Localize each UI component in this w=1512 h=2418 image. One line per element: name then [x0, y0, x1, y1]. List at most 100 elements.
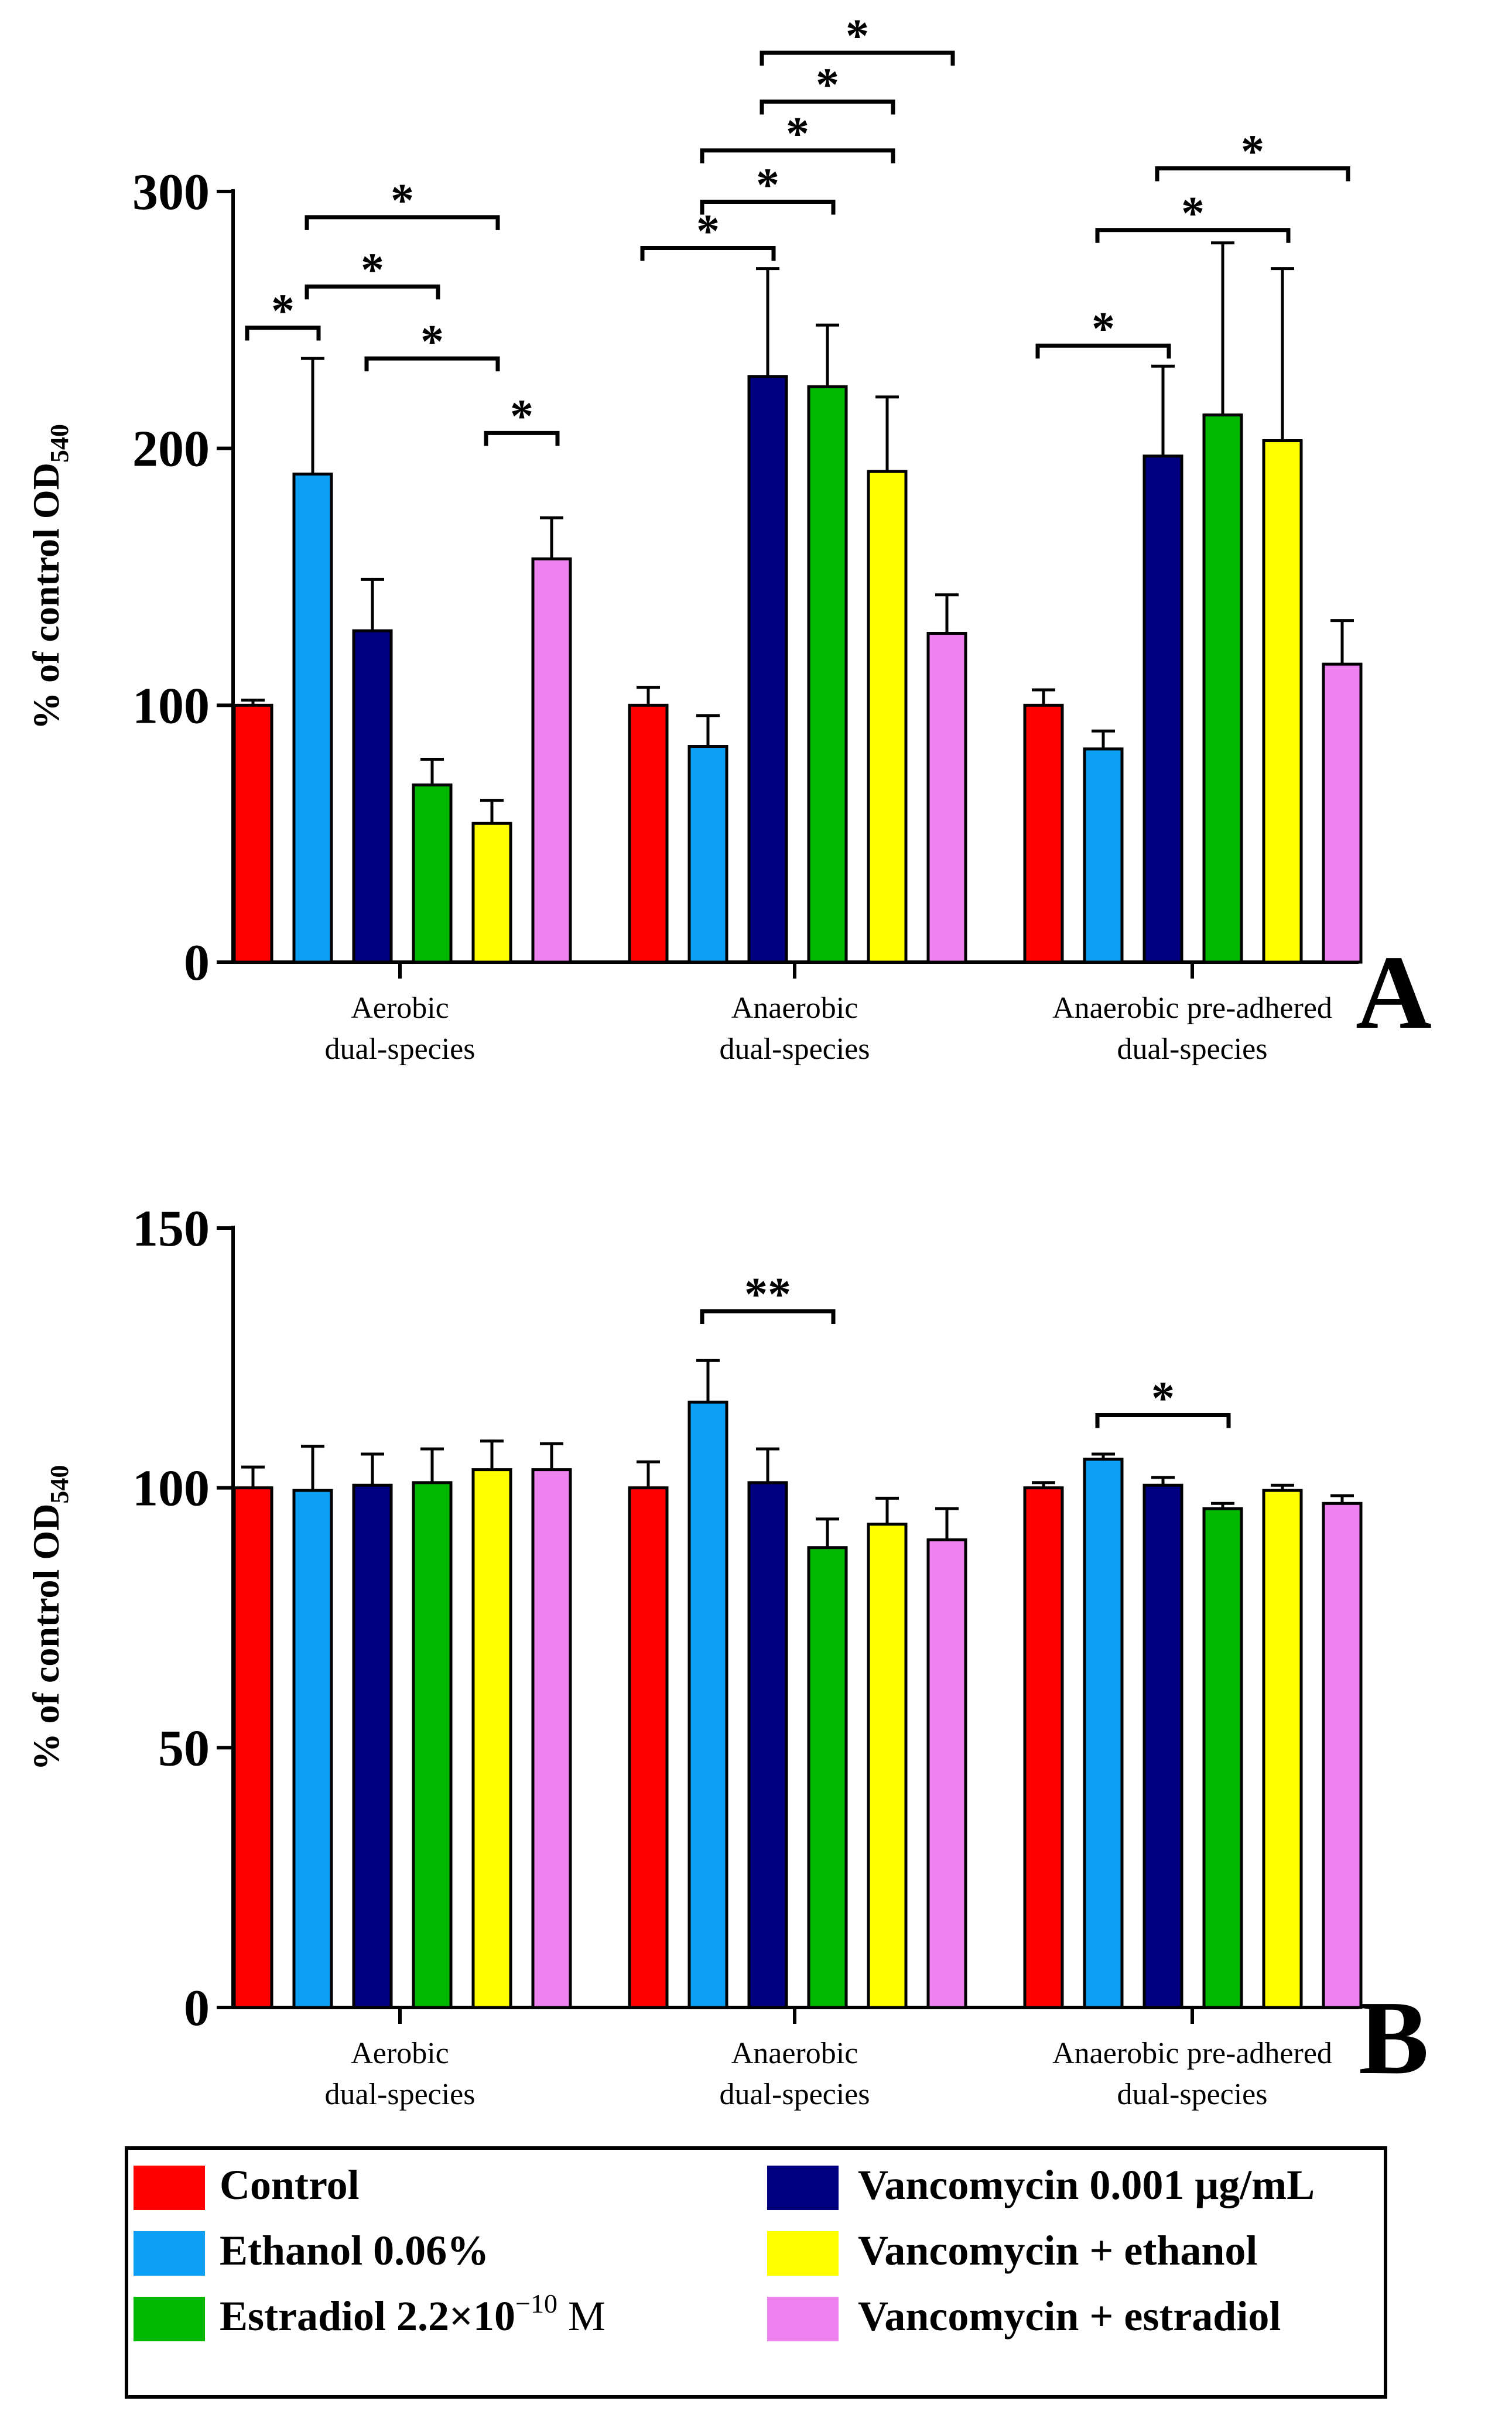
x-category-label: Aerobic: [351, 2037, 449, 2070]
significance-label: *: [786, 108, 809, 160]
bar-estradiol: [807, 385, 848, 964]
bracket-line: [1155, 166, 1350, 182]
bracket-line: [760, 99, 895, 115]
significance-bracket: *: [484, 391, 560, 446]
significance-label: **: [744, 1269, 791, 1321]
x-category-label: dual-species: [719, 2078, 870, 2111]
y-tick-label: 200: [132, 421, 210, 478]
y-tick-label: 300: [132, 164, 210, 221]
y-tick-label: 100: [132, 1461, 210, 1517]
bar-estradiol: [412, 783, 453, 964]
significance-bracket: *: [1035, 303, 1171, 359]
bracket-line: [640, 246, 776, 261]
bar-vanco: [747, 375, 788, 964]
y-axis-label-subscript: 540: [45, 1465, 74, 1504]
bar-vanco_eth: [1262, 439, 1303, 964]
legend-label: Control: [220, 2162, 360, 2208]
legend-label-superscript: −10: [515, 2289, 557, 2318]
bracket-line: [760, 50, 955, 66]
panel-a: 0 100 200 300 % of control OD540 Aerobic dual-…: [25, 11, 1432, 1066]
bar-vanco: [352, 1483, 393, 2009]
significance-label: *: [361, 244, 384, 296]
legend-item-vanco: Vancomycin 0.001 μg/mL: [767, 2162, 1315, 2210]
y-tick-label: 0: [184, 1980, 210, 2037]
x-category-label: Anaerobic pre-adhered: [1052, 991, 1332, 1025]
bracket-line: [305, 284, 440, 300]
significance-label: *: [391, 175, 414, 227]
legend-label-text: Vancomycin + estradiol: [858, 2293, 1281, 2340]
x-category-label: dual-species: [324, 1032, 475, 1066]
bracket-line: [364, 356, 500, 372]
y-axis-label-main: % of control OD: [25, 463, 67, 730]
bar-vanco_eth: [1262, 1489, 1303, 2009]
significance-bracket: **: [700, 1269, 836, 1324]
significance-bracket: *: [760, 59, 895, 115]
panel-label: B: [1359, 1979, 1429, 2096]
bar-estradiol: [1202, 413, 1243, 964]
significance-label: *: [696, 206, 720, 258]
panel-label: A: [1356, 934, 1432, 1051]
bracket-line: [700, 1309, 836, 1324]
bar-ethanol: [1083, 1458, 1124, 2009]
bar-vanco: [1142, 454, 1183, 964]
y-tick-label: 150: [132, 1201, 210, 1257]
significance-label: *: [1181, 188, 1205, 240]
bar-vanco_eth: [471, 822, 512, 964]
y-tick-label: 50: [158, 1720, 210, 1777]
x-category-label: Anaerobic pre-adhered: [1052, 2037, 1332, 2070]
significance-bracket: *: [700, 108, 895, 163]
legend-label: Vancomycin + estradiol: [858, 2293, 1281, 2340]
bracket-line: [700, 148, 895, 163]
bar-vanco_eth: [867, 1523, 908, 2009]
significance-bracket: *: [700, 160, 836, 215]
y-axis-label-main: % of control OD: [25, 1504, 67, 1771]
bar-ethanol: [292, 473, 333, 964]
bar-vanco_est: [926, 632, 967, 964]
bracket-line: [305, 215, 500, 230]
x-category-label: dual-species: [719, 1032, 870, 1066]
bar-estradiol: [807, 1546, 848, 2009]
bracket-line: [700, 200, 836, 215]
legend-label-text: Vancomycin 0.001 μg/mL: [858, 2162, 1315, 2208]
bracket-line: [245, 325, 321, 341]
significance-label: *: [510, 391, 533, 442]
bar-vanco_est: [926, 1538, 967, 2009]
bracket-line: [1095, 1413, 1231, 1428]
y-tick-label: 0: [184, 935, 210, 991]
bar-control: [628, 1486, 669, 2009]
significance-bracket: *: [245, 285, 321, 341]
bar-control: [1023, 1486, 1064, 2009]
y-axis-label: % of control OD540: [25, 424, 74, 730]
x-category-label: Aerobic: [351, 991, 449, 1025]
legend-label-unit: M: [557, 2293, 606, 2340]
bar-vanco_est: [531, 1468, 572, 2009]
significance-label: *: [846, 11, 869, 62]
legend-label: Vancomycin 0.001 μg/mL: [858, 2162, 1315, 2208]
significance-bracket: *: [305, 175, 500, 230]
y-tick-label: 100: [132, 678, 210, 734]
legend-swatch: [134, 2166, 205, 2210]
significance-label: *: [816, 59, 839, 111]
bar-estradiol: [1202, 1507, 1243, 2009]
bar-ethanol: [1083, 747, 1124, 964]
bar-ethanol: [687, 1400, 728, 2009]
significance-bracket: *: [640, 206, 776, 261]
legend-item-ethanol: Ethanol 0.06%: [134, 2227, 489, 2276]
legend: Control Ethanol 0.06% Estradiol 2.2×10−10 …: [125, 2146, 1387, 2399]
legend-item-vanco_est: Vancomycin + estradiol: [767, 2293, 1281, 2341]
significance-bracket: *: [1095, 188, 1291, 243]
x-category-label: Anaerobic: [731, 991, 858, 1025]
bar-control: [628, 703, 669, 964]
bar-vanco_est: [531, 557, 572, 964]
legend-frame: [125, 2146, 1387, 2399]
legend-swatch: [134, 2231, 205, 2276]
x-category-label: dual-species: [324, 2078, 475, 2111]
bar-vanco: [1142, 1483, 1183, 2009]
bar-control: [232, 703, 273, 964]
significance-label: *: [1151, 1373, 1175, 1424]
legend-label-text: Vancomycin + ethanol: [858, 2227, 1257, 2274]
bar-vanco: [747, 1481, 788, 2009]
significance-bracket: *: [1155, 126, 1350, 182]
bracket-line: [484, 430, 560, 446]
